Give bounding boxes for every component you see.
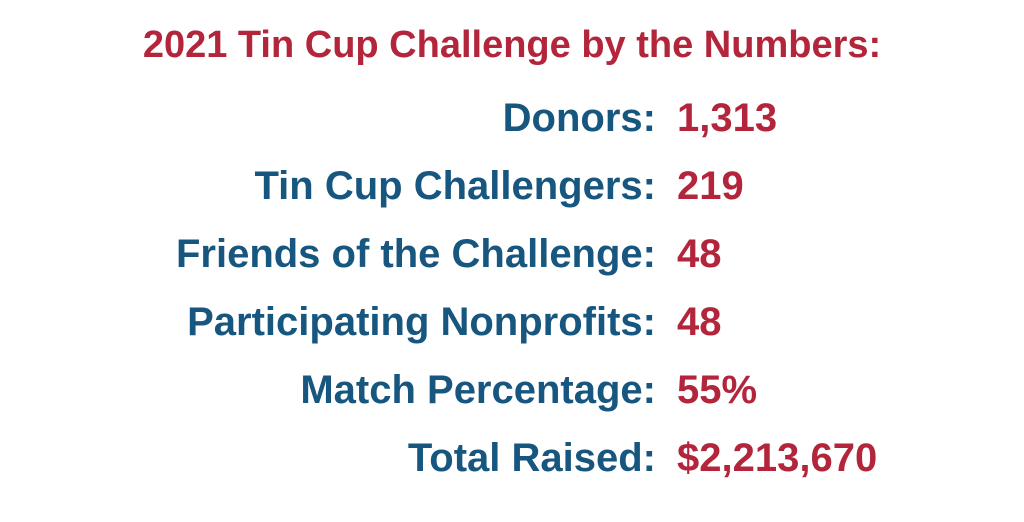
stat-value: $2,213,670 [677, 436, 878, 480]
title: 2021 Tin Cup Challenge by the Numbers: [142, 24, 882, 66]
stat-value: 55% [677, 368, 758, 412]
stat-row: Match Percentage: 55% [0, 362, 1024, 418]
stat-label: Tin Cup Challengers: [254, 164, 656, 208]
stat-row: Participating Nonprofits: 48 [0, 294, 1024, 350]
stat-label: Total Raised: [407, 436, 656, 480]
stat-row: Tin Cup Challengers: 219 [0, 158, 1024, 214]
stat-row: Total Raised: $2,213,670 [0, 430, 1024, 486]
stat-row: Friends of the Challenge: 48 [0, 226, 1024, 282]
stat-value: 48 [677, 232, 722, 276]
stat-label: Donors: [502, 96, 656, 140]
stat-label: Participating Nonprofits: [187, 300, 656, 344]
stat-value: 1,313 [677, 96, 778, 140]
stat-row: Donors: 1,313 [0, 90, 1024, 146]
stat-value: 48 [677, 300, 722, 344]
stat-label: Friends of the Challenge: [175, 232, 656, 276]
stat-label: Match Percentage: [300, 368, 656, 412]
stat-value: 219 [677, 164, 744, 208]
